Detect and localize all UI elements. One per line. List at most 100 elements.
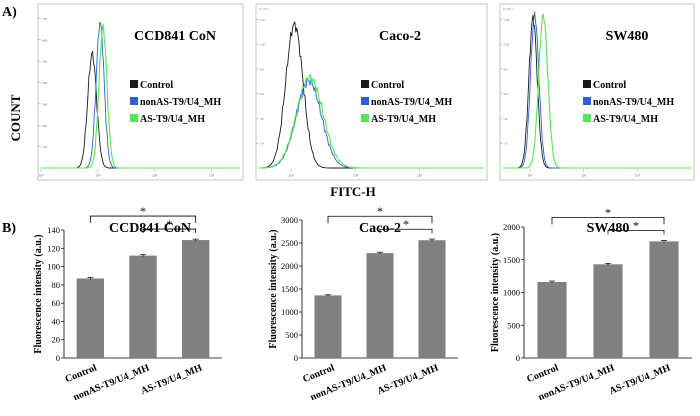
legend: Control nonAS-T9/U4_MH AS-T9/U4_MH [583,80,674,125]
significance-star: * [403,217,409,231]
y-tick-label: 40 [260,117,264,121]
histogram-title: CCD841 CoN [134,29,216,44]
count-axis-label: COUNT [8,94,23,141]
x-tick-label: 10¹ [289,173,295,178]
y-tick-label: 1500 [281,284,298,294]
axis-multiplier: (x 10¹) [259,7,269,11]
bar-as-t9-u4-mh [181,240,210,358]
bar-chart-title: Caco-2 [359,221,401,236]
legend-label-as-t9-u4-mh: AS-T9/U4_MH [593,114,658,125]
histogram-series-as-t9-u4-mh [41,24,240,169]
histogram-ccd841-con: 100 200 300 400 500 600 700 10⁰ 10² 10⁴ 10⁶ CCD841 … [37,3,244,181]
y-tick-label: 20 [260,142,264,146]
legend-label-nonas-t9-u4-mh: nonAS-T9/U4_MH [140,97,221,108]
significance-star: * [140,204,146,218]
legend-label-nonas-t9-u4-mh: nonAS-T9/U4_MH [371,97,452,108]
histogram-frame [37,3,244,181]
legend-swatch-as-t9-u4-mh [583,114,591,122]
significance-bracket [142,228,197,234]
legend-swatch-control [130,80,138,88]
y-tick-label: 40 [52,316,61,326]
histogram-title: Caco-2 [379,29,421,44]
y-tick-label: 120 [504,18,510,22]
significance-star: * [166,217,172,231]
y-tick-label: 100 [42,145,48,149]
y-tick-label: 1000 [503,288,520,298]
significance-star: * [377,204,383,218]
y-tick-label: 60 [52,298,61,308]
x-tick-label: 10⁰ [38,173,44,178]
panel-a-label: A) [2,5,17,20]
histogram-series-as-t9-u4-mh [259,73,484,169]
x-tick-label: 10⁵ [417,173,423,178]
legend-swatch-control [583,80,591,88]
y-tick-label: 0 [516,353,520,363]
fitc-axis-label: FITC-H [330,184,376,199]
y-tick-label: 80 [504,67,508,71]
y-tick-label: 100 [504,43,510,47]
histogram-sw480: 20 40 60 80 100 120 (x 10¹) 10¹ 10³ 10⁵ SW480 Contr… [499,3,695,181]
y-tick-label: 2000 [503,222,520,232]
y-tick-label: 120 [47,243,60,253]
bar-chart-title: SW480 [587,221,630,236]
y-tick-label: 20 [504,142,508,146]
y-tick-label: 80 [260,67,264,71]
significance-bracket [379,228,433,234]
y-tick-label: 3000 [281,215,298,225]
significance-bracket [551,217,665,225]
legend-label-control: Control [140,80,173,91]
y-tick-label: 0 [294,353,298,363]
x-tick-label: 10¹ [527,173,533,178]
y-axis-label: Fluorescence intensity (a.u.) [490,233,501,352]
x-tick-label: 10³ [581,173,587,178]
legend-label-nonas-t9-u4-mh: nonAS-T9/U4_MH [593,97,674,108]
y-tick-label: 600 [42,38,48,42]
significance-star: * [633,218,639,232]
bar-nonas-t9-u4-mh [593,264,623,358]
legend-label-control: Control [593,80,626,91]
y-tick-label: 2500 [281,238,298,248]
x-tick-label: 10² [95,173,101,178]
y-tick-label: 2000 [281,261,298,271]
y-tick-label: 300 [42,102,48,106]
legend-swatch-control [361,80,369,88]
legend-label-control: Control [371,80,404,91]
histogram-title: SW480 [606,29,649,44]
x-tick-label: 10⁶ [209,173,215,178]
y-tick-label: 1000 [281,307,298,317]
bar-chart-title: CCD841 CoN [109,221,191,236]
y-tick-label: 500 [285,330,298,340]
significance-star: * [605,205,611,219]
bar-control [76,278,105,358]
histogram-series-as-t9-u4-mh [503,13,691,169]
significance-bracket [89,215,197,224]
y-tick-label: 80 [52,280,61,290]
legend-label-as-t9-u4-mh: AS-T9/U4_MH [371,114,436,125]
axis-multiplier: (x 10¹) [503,7,513,11]
y-tick-label: 140 [47,225,60,235]
x-tick-label: 10³ [353,173,359,178]
y-tick-label: 120 [260,18,266,22]
panel-b-label: B) [2,221,16,236]
y-tick-label: 100 [47,262,60,272]
y-tick-label: 20 [52,335,61,345]
legend: Control nonAS-T9/U4_MH AS-T9/U4_MH [361,80,452,125]
x-tick-label: 10⁴ [152,173,158,178]
y-tick-label: 40 [504,117,508,121]
significance-bracket [327,215,433,224]
y-axis-label: Fluorescence intensity (a.u.) [268,229,279,348]
legend-swatch-as-t9-u4-mh [130,114,138,122]
y-tick-label: 100 [260,43,266,47]
y-tick-label: 60 [260,92,264,96]
y-tick-label: 0 [56,353,60,363]
histogram-frame [255,3,488,181]
y-tick-label: 60 [504,92,508,96]
bar-as-t9-u4-mh [649,241,679,358]
legend-label-as-t9-u4-mh: AS-T9/U4_MH [140,114,205,125]
y-tick-label: 1500 [503,255,520,265]
legend-swatch-as-t9-u4-mh [361,114,369,122]
significance-bracket [607,230,665,235]
x-tick-label: 10⁵ [635,173,641,178]
y-tick-label: 700 [42,17,48,21]
